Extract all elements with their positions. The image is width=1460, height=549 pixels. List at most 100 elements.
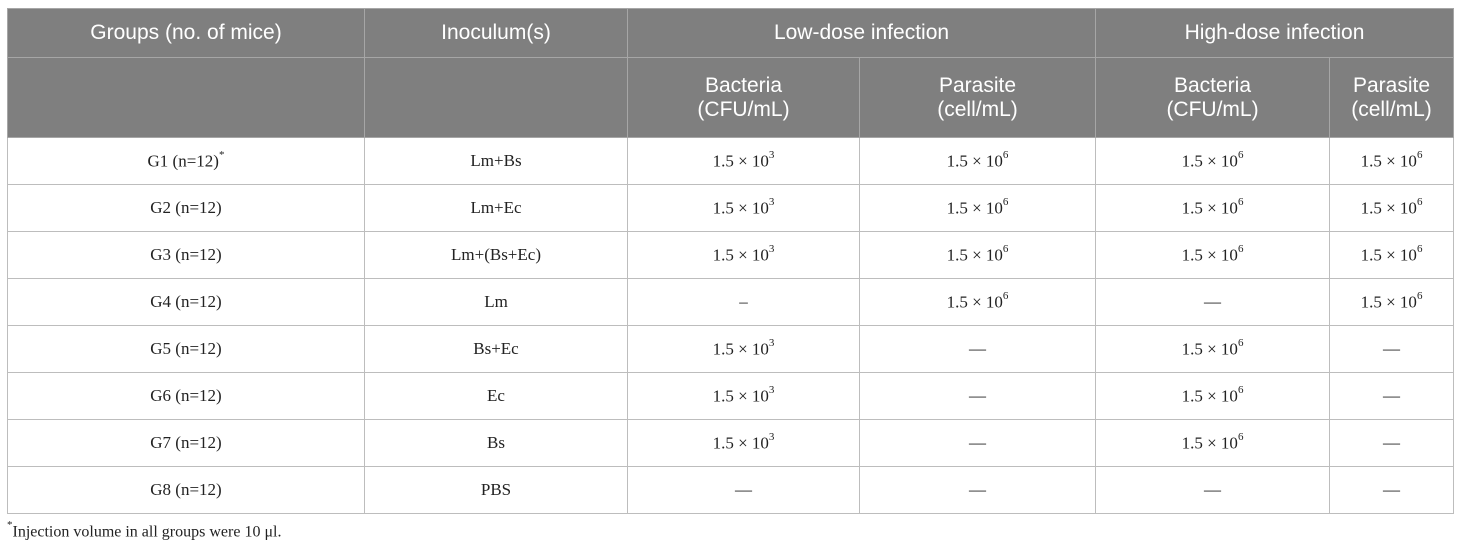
header-row-1: Groups (no. of mice) Inoculum(s) Low-dos…: [7, 8, 1455, 58]
value-base: —: [1383, 386, 1401, 405]
table-row: G3 (n=12) Lm+(Bs+Ec) 1.5 × 103 1.5 × 106 1.5…: [7, 231, 1455, 279]
table-row: G5 (n=12) Bs+Ec 1.5 × 103—1.5 × 106—: [7, 325, 1455, 373]
cell-inoculum: PBS: [364, 466, 628, 514]
value-exponent: 3: [768, 430, 775, 443]
cell-group: G7 (n=12): [7, 419, 365, 467]
inoculum-table: Groups (no. of mice) Inoculum(s) Low-dos…: [7, 8, 1455, 514]
cell-low-bacteria: 1.5 × 103: [627, 137, 860, 185]
value-base: 1.5 × 10: [1360, 292, 1417, 312]
value-exponent: 6: [1416, 242, 1423, 255]
cell-low-parasite: —: [858, 325, 1097, 373]
cell-group: G4 (n=12): [7, 278, 365, 326]
value-exponent: 6: [1237, 383, 1244, 396]
value-base: 1.5 × 10: [946, 198, 1003, 218]
cell-high-bacteria: 1.5 × 106: [1095, 372, 1331, 420]
header-empty-groups: [7, 57, 365, 138]
table-row: G4 (n=12) Lm –1.5 × 106—1.5 × 106: [7, 278, 1455, 326]
header-low-bacteria-line2: (CFU/mL): [697, 97, 790, 121]
header-high-parasite-line1: Parasite: [1352, 73, 1431, 97]
value-base: —: [735, 480, 752, 499]
cell-group: G3 (n=12): [7, 231, 365, 279]
group-label: G5 (n=12): [150, 339, 222, 358]
value-exponent: 6: [1416, 289, 1423, 302]
cell-high-parasite: —: [1329, 372, 1455, 420]
cell-group: G8 (n=12): [7, 466, 365, 514]
cell-high-bacteria: 1.5 × 106: [1095, 231, 1331, 279]
header-groups: Groups (no. of mice): [7, 8, 365, 58]
header-high-parasite-line2: (cell/mL): [1351, 97, 1432, 121]
value-exponent: 6: [1237, 242, 1244, 255]
cell-low-parasite: 1.5 × 106: [858, 278, 1097, 326]
cell-group: G5 (n=12): [7, 325, 365, 373]
table-row: G8 (n=12) PBS — — — —: [7, 466, 1455, 514]
value-base: 1.5 × 10: [712, 339, 769, 359]
group-label: G6 (n=12): [150, 386, 222, 405]
header-high-bacteria-line1: Bacteria: [1173, 73, 1252, 97]
group-label: G1 (n=12): [147, 151, 219, 171]
header-low-parasite: Parasite (cell/mL): [858, 57, 1097, 138]
cell-high-parasite: —: [1329, 419, 1455, 467]
cell-inoculum: Lm: [364, 278, 628, 326]
value-exponent: 6: [1237, 195, 1244, 208]
group-label: G4 (n=12): [150, 292, 222, 311]
value-base: 1.5 × 10: [1181, 386, 1238, 406]
value-base: 1.5 × 10: [1181, 198, 1238, 218]
group-label: G8 (n=12): [150, 480, 222, 499]
cell-low-parasite: —: [858, 372, 1097, 420]
header-inoculum: Inoculum(s): [364, 8, 628, 58]
header-low-parasite-line1: Parasite: [938, 73, 1017, 97]
value-exponent: 6: [1416, 195, 1423, 208]
cell-high-parasite: —: [1329, 466, 1455, 514]
cell-inoculum: Bs: [364, 419, 628, 467]
value-exponent: 3: [768, 242, 775, 255]
header-empty-inoculum: [364, 57, 628, 138]
value-base: 1.5 × 10: [946, 151, 1003, 171]
header-row-2: Bacteria (CFU/mL) Parasite (cell/mL) Bac…: [7, 57, 1455, 138]
cell-high-bacteria: 1.5 × 106: [1095, 137, 1331, 185]
value-exponent: 6: [1237, 430, 1244, 443]
cell-low-bacteria: —: [627, 466, 860, 514]
value-base: —: [1383, 480, 1401, 499]
cell-low-bacteria: 1.5 × 103: [627, 325, 860, 373]
cell-low-parasite: —: [858, 466, 1097, 514]
cell-low-parasite: 1.5 × 106: [858, 184, 1097, 232]
value-base: 1.5 × 10: [1181, 339, 1238, 359]
value-exponent: 6: [1002, 289, 1009, 302]
value-base: 1.5 × 10: [712, 198, 769, 218]
cell-low-parasite: 1.5 × 106: [858, 137, 1097, 185]
header-low-dose: Low-dose infection: [626, 8, 1097, 58]
value-exponent: 3: [768, 148, 775, 161]
cell-group: G6 (n=12): [7, 372, 365, 420]
header-high-bacteria: Bacteria (CFU/mL): [1095, 57, 1331, 138]
value-exponent: 6: [1237, 336, 1244, 349]
cell-low-bacteria: 1.5 × 103: [627, 372, 860, 420]
value-base: —: [969, 339, 986, 358]
table-row: G7 (n=12) Bs 1.5 × 103—1.5 × 106—: [7, 419, 1455, 467]
value-base: 1.5 × 10: [1181, 151, 1238, 171]
cell-low-bacteria: –: [627, 278, 860, 326]
value-base: 1.5 × 10: [1181, 245, 1238, 265]
value-base: —: [1204, 480, 1222, 499]
table-row: G2 (n=12) Lm+Ec 1.5 × 103 1.5 × 106 1.5 × 10…: [7, 184, 1455, 232]
value-exponent: 6: [1237, 148, 1244, 161]
cell-low-bacteria: 1.5 × 103: [627, 184, 860, 232]
value-exponent: 3: [768, 336, 775, 349]
table-row: G6 (n=12) Ec 1.5 × 103—1.5 × 106—: [7, 372, 1455, 420]
group-label: G3 (n=12): [150, 245, 222, 264]
cell-inoculum: Bs+Ec: [364, 325, 628, 373]
cell-high-parasite: 1.5 × 106: [1329, 137, 1455, 185]
table-body: G1 (n=12)* Lm+Bs 1.5 × 103 1.5 × 106 1.5 × 1…: [7, 137, 1455, 514]
cell-high-bacteria: —: [1095, 466, 1331, 514]
value-base: —: [1204, 292, 1222, 311]
group-label: G7 (n=12): [150, 433, 222, 452]
value-base: 1.5 × 10: [1360, 198, 1417, 218]
cell-high-parasite: 1.5 × 106: [1329, 184, 1455, 232]
cell-inoculum: Ec: [364, 372, 628, 420]
value-exponent: 6: [1002, 148, 1009, 161]
group-label: G2 (n=12): [150, 198, 222, 217]
cell-low-bacteria: 1.5 × 103: [627, 419, 860, 467]
table-container: Groups (no. of mice) Inoculum(s) Low-dos…: [7, 8, 1455, 514]
value-exponent: 3: [768, 383, 775, 396]
value-exponent: 6: [1416, 148, 1423, 161]
footnote-mark: *: [7, 519, 13, 531]
